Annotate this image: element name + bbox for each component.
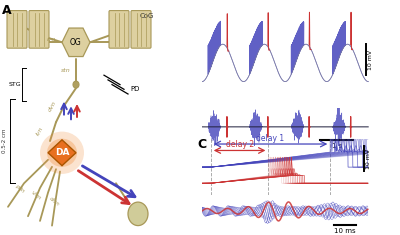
Text: 1 s: 1 s (332, 143, 342, 149)
FancyBboxPatch shape (109, 11, 129, 48)
Text: 10 ms: 10 ms (334, 227, 355, 234)
Circle shape (128, 202, 148, 226)
Text: C: C (197, 137, 206, 151)
Text: delay 2: delay 2 (226, 140, 254, 149)
FancyBboxPatch shape (7, 11, 27, 48)
Text: 10 mV: 10 mV (366, 149, 371, 168)
Text: 10 mV: 10 mV (368, 50, 373, 70)
Polygon shape (48, 140, 76, 166)
Text: OG: OG (70, 38, 82, 47)
Text: ivn: ivn (47, 37, 57, 43)
Circle shape (73, 81, 79, 88)
Text: pdn: pdn (14, 183, 25, 194)
Text: PD: PD (130, 86, 139, 92)
Ellipse shape (47, 139, 77, 167)
Ellipse shape (40, 132, 84, 174)
Text: dlvn: dlvn (48, 196, 60, 208)
Text: DA: DA (55, 148, 69, 157)
Text: 0.5-2 cm: 0.5-2 cm (2, 129, 8, 153)
Text: lvn: lvn (35, 126, 44, 137)
Text: stn: stn (61, 68, 71, 73)
Text: CoG: CoG (140, 13, 154, 20)
Text: STG: STG (8, 82, 21, 87)
Text: dvn: dvn (47, 99, 57, 112)
Text: A: A (2, 4, 12, 16)
Text: delay 1: delay 1 (256, 134, 284, 143)
Text: vlvn: vlvn (30, 190, 42, 201)
FancyBboxPatch shape (29, 11, 49, 48)
FancyBboxPatch shape (131, 11, 151, 48)
